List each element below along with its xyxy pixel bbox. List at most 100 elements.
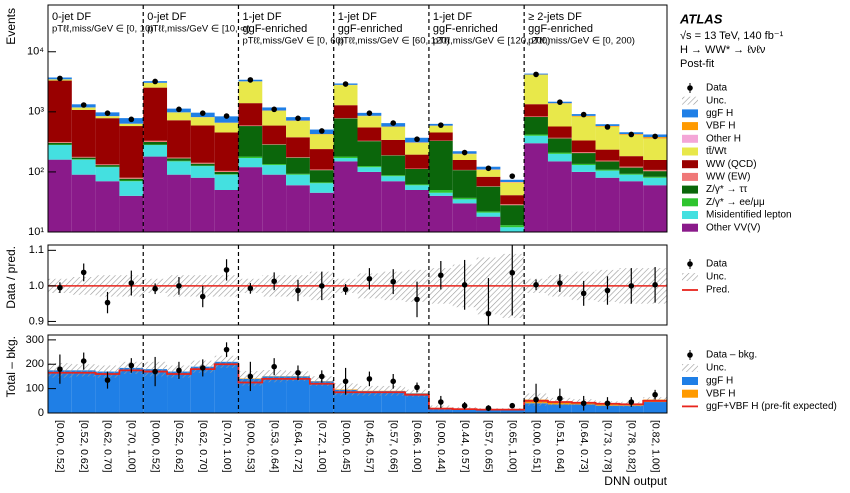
stack-segment xyxy=(119,181,144,196)
experiment: ATLAS xyxy=(679,11,723,26)
stack-segment xyxy=(167,157,191,159)
stack-segment xyxy=(405,190,429,232)
legend-label: VBF H xyxy=(706,388,735,399)
sub-y-label: Total – bkg. xyxy=(4,336,18,397)
stack-segment xyxy=(309,170,334,183)
y-tick-label: 10¹ xyxy=(28,226,44,238)
sub-segment xyxy=(643,402,667,413)
sub-point xyxy=(557,395,563,402)
legend-label: Unc. xyxy=(706,363,727,374)
stack-segment xyxy=(286,137,310,158)
stack-segment xyxy=(286,157,310,158)
region-label: 0-jet DF xyxy=(147,11,186,23)
legend-swatch xyxy=(682,160,698,169)
stack-segment xyxy=(309,134,334,150)
stack-segment xyxy=(500,225,525,228)
ratio-point xyxy=(509,269,516,276)
stack-segment xyxy=(500,182,525,196)
x-tick-label: [0.51, 0.64] xyxy=(554,420,566,473)
legend-swatch xyxy=(682,364,698,372)
sub-point xyxy=(199,365,206,371)
x-axis-label: DNN output xyxy=(604,474,667,488)
unc-band xyxy=(405,389,429,397)
stack-segment xyxy=(381,175,406,177)
legend-swatch xyxy=(682,109,698,118)
stack-segment xyxy=(571,171,596,232)
data-point xyxy=(247,77,254,83)
region-label: pTℓℓ,miss/GeV ∈ [0, 200) xyxy=(528,36,635,47)
ratio-point xyxy=(80,269,87,276)
legend-label: ggF H xyxy=(706,376,733,387)
sub-point xyxy=(580,400,587,407)
stack-segment xyxy=(357,141,382,167)
stack-segment xyxy=(95,116,120,119)
data-point xyxy=(104,110,111,116)
stack-segment xyxy=(143,87,168,141)
sub-segment xyxy=(71,370,96,413)
frame xyxy=(47,244,668,326)
legend-swatch xyxy=(682,389,698,398)
sub-point xyxy=(438,399,444,405)
x-tick-label: [0.52, 0.62] xyxy=(78,420,90,473)
stack-segment xyxy=(95,118,120,165)
stack-segment xyxy=(238,103,263,126)
x-tick-label: [0.65, 1.00] xyxy=(506,420,518,473)
ratio-point xyxy=(533,282,539,288)
legend-label: Misidentified lepton xyxy=(706,210,792,221)
stack-segment xyxy=(571,153,596,164)
legend-swatch xyxy=(682,377,698,385)
legend-label: Pred. xyxy=(706,285,730,296)
stack-segment xyxy=(619,173,644,175)
stack-segment xyxy=(619,156,644,167)
x-tick-label: [0.57, 0.66] xyxy=(387,420,399,473)
data-point xyxy=(223,113,230,119)
stack-segment xyxy=(71,107,96,110)
x-tick-label: [0.53, 0.64] xyxy=(268,420,280,473)
sub-point xyxy=(461,402,468,409)
stack-segment xyxy=(452,197,477,200)
stack-segment xyxy=(143,141,168,145)
stack-segment xyxy=(500,227,525,232)
ratio-point xyxy=(366,275,373,282)
x-tick-label: [0.73, 0.78] xyxy=(602,420,614,473)
stack-segment xyxy=(214,170,239,172)
sub-point xyxy=(366,376,373,382)
region-label: pTℓℓ,miss/GeV ∈ [60, 120) xyxy=(338,36,450,47)
stack-segment xyxy=(214,122,239,133)
stack-segment xyxy=(500,195,525,205)
region-label: pTℓℓ,miss/GeV ∈ [120, 200) xyxy=(433,36,550,47)
stack-segment xyxy=(48,80,72,142)
stack-segment xyxy=(238,126,263,157)
data-point xyxy=(199,110,206,116)
stack-segment xyxy=(48,142,72,145)
legend-label: tt̄/Wt xyxy=(706,145,727,157)
stack-segment xyxy=(524,134,548,136)
x-tick-label: [0.64, 0.72] xyxy=(292,420,304,473)
legend-swatch xyxy=(682,147,698,156)
legend-label: Unc. xyxy=(706,95,727,106)
sub-point xyxy=(104,377,111,383)
stack-segment xyxy=(571,140,596,153)
region-label: pTℓℓ,miss/GeV ∈ [0, 60) xyxy=(242,36,344,47)
stack-segment xyxy=(71,159,96,175)
sub-segment xyxy=(214,361,239,413)
legend-marker xyxy=(687,85,693,91)
sub-segment xyxy=(381,391,406,413)
stack-segment xyxy=(214,190,239,232)
ratio-point xyxy=(414,296,420,303)
ratio-point xyxy=(628,283,635,289)
data-point xyxy=(80,102,87,108)
ratio-point xyxy=(247,285,254,292)
sub-segment xyxy=(119,367,144,413)
data-point xyxy=(557,99,563,105)
stack-segment xyxy=(619,134,644,157)
stack-segment xyxy=(119,126,144,178)
data-point xyxy=(57,75,63,82)
stack-segment xyxy=(524,104,548,117)
stack-segment xyxy=(286,173,310,175)
ratio-point xyxy=(652,282,658,288)
stack-segment xyxy=(643,185,667,232)
legend-label: ggF+VBF H (pre-fit expected) xyxy=(706,401,837,412)
ratio-point xyxy=(557,280,563,286)
stack-segment xyxy=(190,163,215,166)
